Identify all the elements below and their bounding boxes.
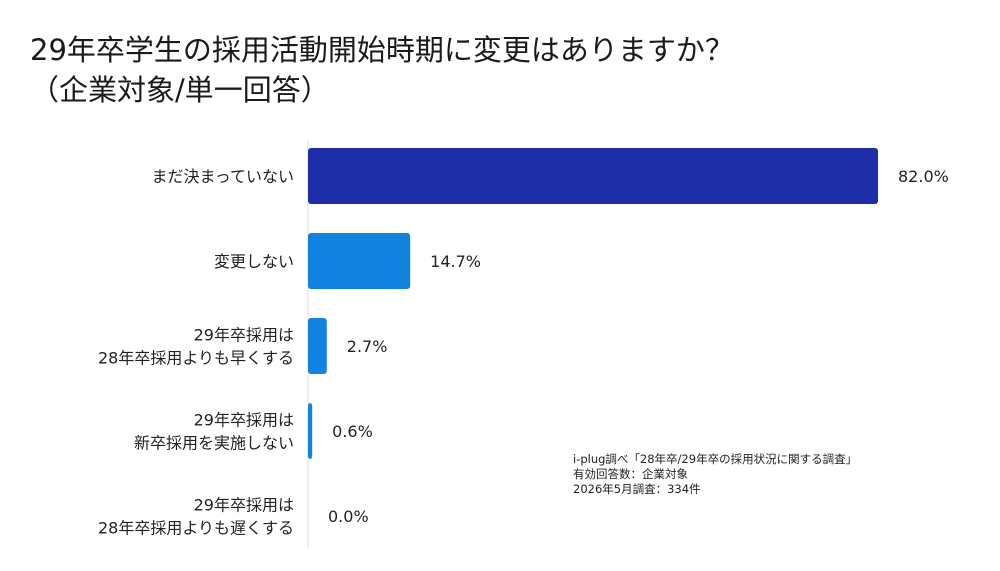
- chart-title: 29年卒学生の採用活動開始時期に変更はありますか？ （企業対象/単一回答）: [30, 30, 970, 110]
- chart-title-line-1: 29年卒学生の採用活動開始時期に変更はありますか？: [30, 33, 734, 67]
- value-label-1: 14.7%: [430, 252, 481, 271]
- bar-0: [308, 148, 878, 204]
- category-label-4: 29年卒採用は 28年卒採用よりも遅くする: [98, 496, 294, 538]
- value-label-2: 2.7%: [347, 337, 388, 356]
- category-label-3: 29年卒採用は新卒採用を実施しない: [134, 411, 294, 453]
- source-note: i-plug調べ「28年卒/29年卒の採用状況に関する調査」 有効回答数：企業対…: [573, 452, 857, 497]
- category-label-0: まだ決まっていない: [151, 167, 294, 186]
- value-label-3: 0.6%: [332, 422, 373, 441]
- category-label-2: 29年卒採用は 28年卒採用よりも早くする: [98, 326, 294, 368]
- bar-2: [308, 318, 327, 374]
- chart-title-line-2: （企業対象/単一回答）: [30, 73, 330, 107]
- bar-3: [308, 403, 313, 459]
- source-line-1: i-plug調べ「28年卒/29年卒の採用状況に関する調査」: [573, 452, 858, 466]
- value-label-4: 0.0%: [328, 507, 369, 526]
- source-line-3: 2026年5月調査：334件: [573, 482, 701, 496]
- bar-1: [308, 233, 411, 289]
- source-line-2: 有効回答数：企業対象: [573, 467, 688, 481]
- category-label-1: 変更しない: [214, 252, 294, 271]
- value-label-0: 82.0%: [898, 167, 949, 186]
